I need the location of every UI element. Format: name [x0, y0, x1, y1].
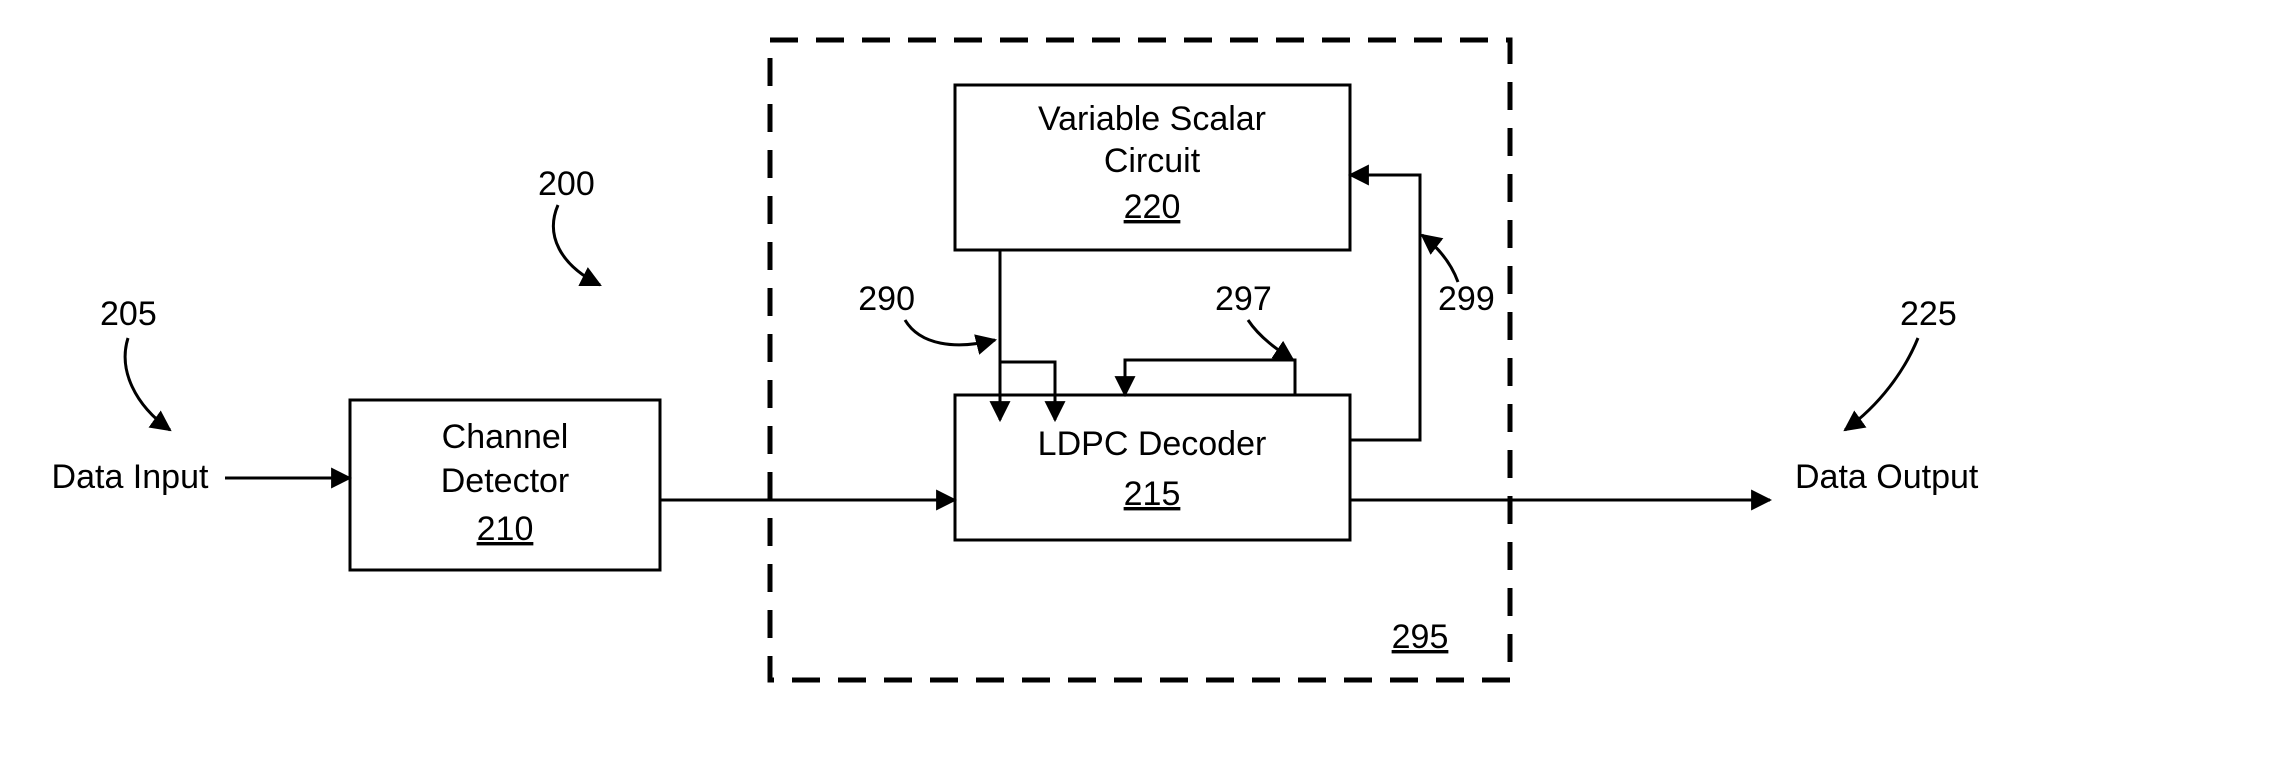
ref-290: 290 — [858, 280, 915, 318]
label-data-output: Data Output — [1795, 458, 1979, 496]
leader-299 — [1422, 235, 1458, 282]
ref-200: 200 — [538, 165, 595, 203]
box-ldpc-decoder — [955, 395, 1350, 540]
leader-200 — [553, 205, 600, 285]
ref-299: 299 — [1438, 280, 1495, 318]
label-variable-scalar-l2: Circuit — [1104, 142, 1201, 180]
leader-205 — [125, 338, 170, 430]
leader-297 — [1248, 320, 1293, 360]
leader-290 — [905, 320, 995, 345]
ref-205: 205 — [100, 295, 157, 333]
ref-210: 210 — [477, 510, 534, 548]
ref-297: 297 — [1215, 280, 1272, 318]
ref-295: 295 — [1392, 618, 1449, 656]
leader-225 — [1845, 338, 1918, 430]
ref-225: 225 — [1900, 295, 1957, 333]
edge-decoder-self-loop-297 — [1125, 360, 1295, 395]
label-channel-detector-l2: Detector — [441, 462, 570, 500]
ref-215: 215 — [1124, 475, 1181, 513]
edge-decoder-to-scalar-299 — [1350, 175, 1420, 440]
ref-220: 220 — [1124, 188, 1181, 226]
label-ldpc-decoder-l1: LDPC Decoder — [1038, 425, 1267, 463]
label-variable-scalar-l1: Variable Scalar — [1038, 100, 1266, 138]
label-channel-detector-l1: Channel — [442, 418, 569, 456]
label-data-input: Data Input — [52, 458, 209, 496]
